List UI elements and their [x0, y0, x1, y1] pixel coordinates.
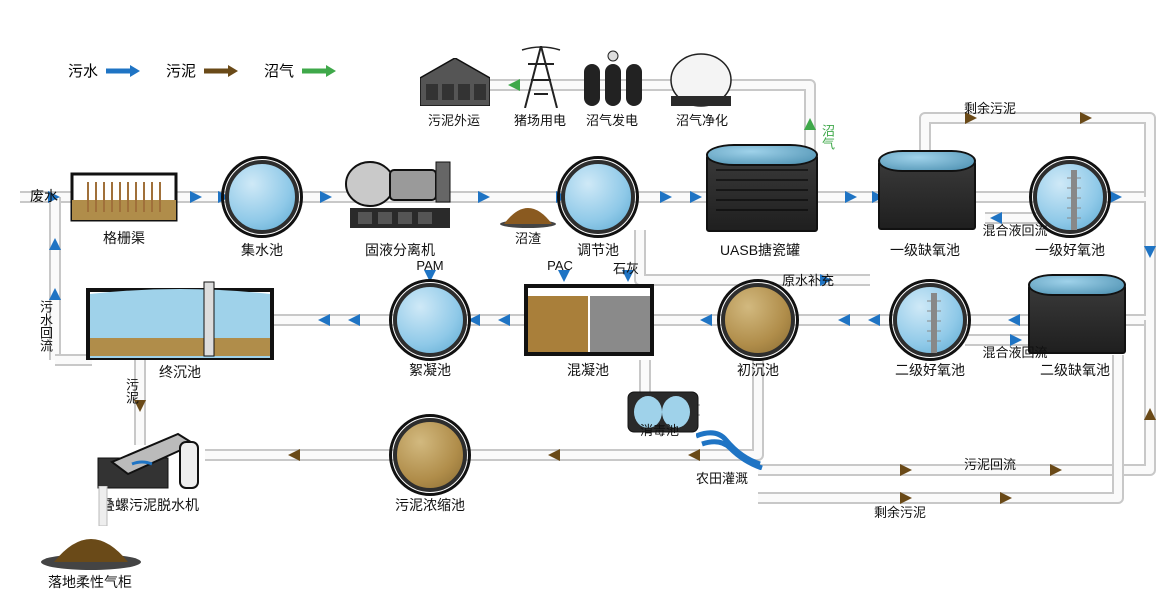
wastewater-label: 废水	[30, 186, 58, 206]
sludge-return-label: 污泥回流	[964, 454, 1016, 473]
uasb-vessel	[706, 152, 818, 232]
floc-label: 絮凝池	[409, 360, 451, 380]
anoxic1-vessel	[878, 158, 976, 230]
primary-settler-tank	[721, 283, 795, 357]
coagulation-basin	[524, 284, 654, 356]
mix-return2-label: 混合液回流	[982, 342, 1047, 361]
lime-label: 石灰	[613, 258, 639, 277]
pigfarm-label: 污泥外运	[428, 110, 480, 129]
sludge-v-label: 污泥	[122, 378, 141, 404]
thickener-tank	[393, 418, 467, 492]
final-settler-label: 终沉池	[159, 362, 201, 382]
anoxic2-label: 二级缺氧池	[1040, 360, 1110, 380]
sump-tank	[225, 160, 299, 234]
pac-label: PAC	[547, 258, 573, 273]
aerobic1-label: 一级好氧池	[1035, 240, 1105, 260]
floc-tank	[393, 283, 467, 357]
thickener-label: 污泥浓缩池	[395, 495, 465, 515]
pam-label: PAM	[416, 258, 443, 273]
sludge-drop-pipe	[96, 486, 110, 526]
haul-label: 落地柔性气柜	[48, 572, 132, 592]
primary-settler-label: 初沉池	[737, 360, 779, 380]
gen-label: 猪场用电	[514, 110, 566, 129]
biogas-purify-cylinders	[578, 50, 648, 110]
pigfarm-shed	[420, 58, 490, 106]
aerobic2-tank	[893, 283, 967, 357]
dewatering-machine	[92, 418, 206, 492]
solid-liquid-label: 固液分离机	[365, 240, 435, 260]
anoxic1-label: 一级缺氧池	[890, 240, 960, 260]
purify-label: 沼气发电	[586, 110, 638, 129]
bar-screen-label: 格栅渠	[103, 228, 145, 248]
excess2-label: 剩余污泥	[874, 502, 926, 521]
equalization-label: 调节池	[577, 240, 619, 260]
slag-label: 沼渣	[515, 228, 541, 247]
gasholder-dome	[668, 50, 734, 108]
biogas-v-label: 沼气	[818, 124, 837, 150]
sludge-haul	[36, 512, 146, 577]
uasb-label: UASB搪瓷罐	[720, 240, 800, 260]
excess1-label: 剩余污泥	[964, 98, 1016, 117]
irrigation-label: 农田灌溉	[696, 468, 748, 487]
equalization-tank	[561, 160, 635, 234]
coag-label: 混凝池	[567, 360, 609, 380]
biogas-gen-tower	[520, 46, 562, 108]
solid-liquid-separator	[340, 158, 462, 232]
disinfect-label: 消毒池	[640, 420, 679, 439]
sump-label: 集水池	[241, 240, 283, 260]
aerobic2-label: 二级好氧池	[895, 360, 965, 380]
diagram-stage: 污水 污泥 沼气 .p{stroke:#c8c8c8;stroke-width:…	[0, 0, 1170, 605]
sewage-return-label: 污水回流	[36, 300, 55, 352]
final-settler-basin	[86, 280, 274, 360]
bar-screen-basin	[70, 172, 178, 222]
gasholder-label: 沼气净化	[676, 110, 728, 129]
raw-supp-label: 原水补充	[782, 270, 834, 289]
mix-return1-label: 混合液回流	[982, 220, 1047, 239]
